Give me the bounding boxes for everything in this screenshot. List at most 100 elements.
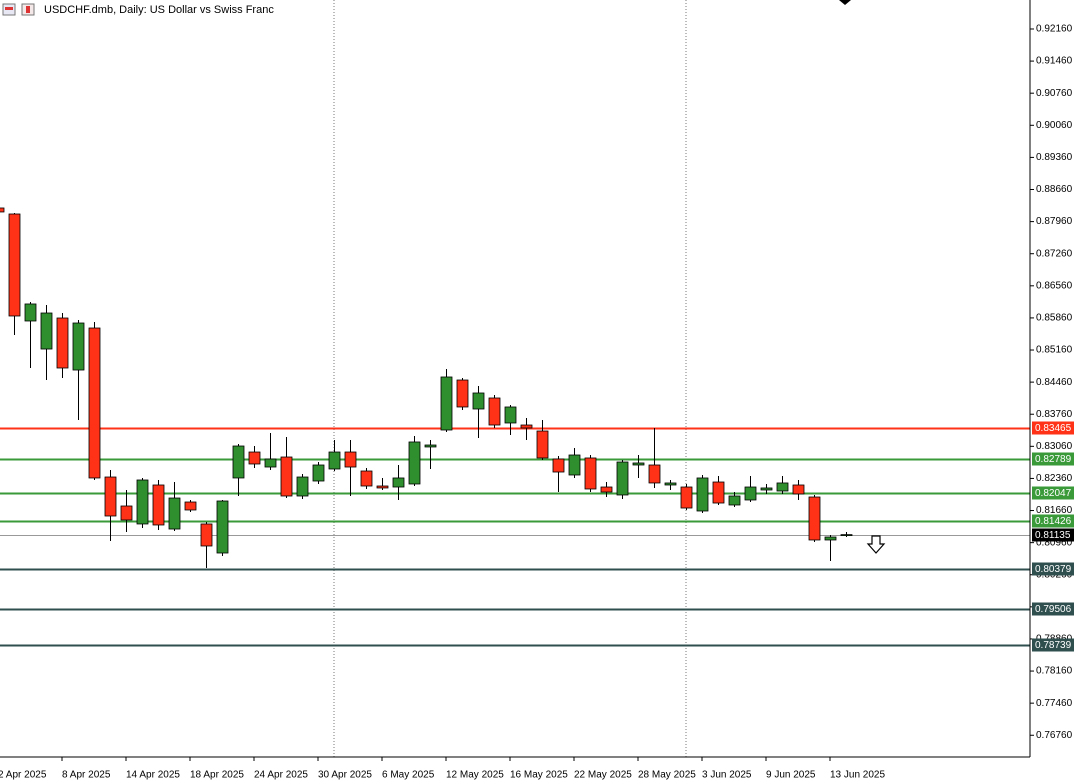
x-tick-label: 28 May 2025	[638, 770, 696, 781]
candle-body	[584, 457, 597, 490]
y-tick-label: 0.87260	[1036, 248, 1073, 259]
x-tick-label: 22 May 2025	[574, 770, 632, 781]
candle-body	[824, 536, 837, 541]
candle-body	[104, 476, 117, 517]
y-tick-label: 0.85160	[1036, 345, 1073, 356]
marker	[839, 0, 851, 5]
candle-body	[760, 487, 773, 491]
candle-body	[808, 496, 821, 541]
candle-body	[56, 317, 69, 369]
candle-body	[328, 451, 341, 470]
x-tick-label: 18 Apr 2025	[190, 770, 244, 781]
y-tick-label: 0.92160	[1036, 24, 1073, 35]
candle-body	[136, 479, 149, 525]
down-arrow	[866, 535, 886, 554]
level-label: 0.81426	[1035, 516, 1072, 527]
candle-body	[40, 312, 53, 350]
y-tick-label: 0.90760	[1036, 88, 1073, 99]
chart-title: USDCHF.dmb, Daily: US Dollar vs Swiss Fr…	[44, 4, 274, 16]
candle-body	[472, 392, 485, 410]
candle-body	[248, 451, 261, 465]
y-tick-label: 0.82360	[1036, 473, 1073, 484]
candle-body	[392, 477, 405, 488]
candle-body	[488, 397, 501, 426]
level-label: 0.82047	[1035, 488, 1072, 499]
level-label: 0.82789	[1035, 454, 1072, 465]
candle-body	[296, 476, 309, 497]
candle-body	[440, 376, 453, 431]
y-tick-label: 0.83060	[1036, 441, 1073, 452]
candle-body	[600, 486, 613, 493]
level-label-bg	[1032, 452, 1074, 466]
candle-body	[728, 495, 741, 506]
candle-body	[840, 534, 853, 537]
candle-body	[264, 458, 277, 468]
candle-body	[696, 477, 709, 512]
candle-body	[536, 430, 549, 459]
y-tick-label: 0.85860	[1036, 313, 1073, 324]
candle-body	[216, 500, 229, 554]
candle-body	[8, 213, 21, 317]
x-tick-label: 16 May 2025	[510, 770, 568, 781]
candle-body	[712, 481, 725, 504]
candle-body	[184, 501, 197, 511]
y-tick-label: 0.77460	[1036, 698, 1073, 709]
candle-body	[776, 482, 789, 492]
candle-body	[616, 461, 629, 496]
candle-body	[72, 322, 85, 371]
plot-area	[0, 207, 1030, 647]
candle-body	[632, 462, 645, 466]
y-tick-label: 0.90060	[1036, 120, 1073, 131]
candle-body	[168, 497, 181, 530]
candle-body	[24, 303, 37, 322]
candle-body	[0, 207, 5, 213]
x-tick-label: 30 Apr 2025	[318, 770, 372, 781]
candle-body	[568, 454, 581, 476]
candle-body	[88, 327, 101, 479]
candle-body	[120, 505, 133, 521]
candle-body	[424, 444, 437, 448]
candle-body	[680, 486, 693, 509]
candle-body	[792, 484, 805, 495]
y-tick-label: 0.87960	[1036, 216, 1073, 227]
y-tick-label: 0.78160	[1036, 666, 1073, 677]
axis-labels: 0.92160 0.91460 0.90760 0.90060 0.89360 0.886…	[0, 24, 1074, 781]
candle-body	[504, 406, 517, 424]
y-tick-label: 0.88660	[1036, 184, 1073, 195]
y-tick-label: 0.76760	[1036, 730, 1073, 741]
level-label: 0.79506	[1035, 604, 1072, 615]
x-tick-label: 8 Apr 2025	[62, 770, 111, 781]
y-tick-label: 0.80960	[1036, 537, 1073, 548]
candle-body	[648, 464, 661, 484]
level-label: 0.78739	[1035, 640, 1072, 651]
candle-body	[232, 445, 245, 479]
y-tick-label: 0.89360	[1036, 152, 1073, 163]
y-tick-label: 0.84460	[1036, 377, 1073, 388]
x-tick-label: 9 Jun 2025	[766, 770, 816, 781]
x-tick-label: 3 Jun 2025	[702, 770, 752, 781]
candle-body	[520, 424, 533, 429]
candle-body	[280, 456, 293, 497]
y-tick-label: 0.83760	[1036, 409, 1073, 420]
level-label-bg	[1032, 638, 1074, 652]
symbol-icon-flag	[26, 6, 30, 13]
candle-body	[408, 441, 421, 485]
candle-body	[152, 484, 165, 526]
x-tick-label: 24 Apr 2025	[254, 770, 308, 781]
candle-body	[552, 458, 565, 473]
current-price-bg	[1032, 528, 1074, 542]
level-label-bg	[1032, 421, 1074, 435]
x-tick-label: 14 Apr 2025	[126, 770, 180, 781]
level-label-bg	[1032, 514, 1074, 528]
x-tick-label: 2 Apr 2025	[0, 770, 47, 781]
level-label-bg	[1032, 562, 1074, 576]
candle-body	[664, 482, 677, 486]
level-label: 0.83465	[1035, 423, 1072, 434]
level-label-bg	[1032, 486, 1074, 500]
x-tick-label: 13 Jun 2025	[830, 770, 885, 781]
candle-body	[360, 470, 373, 487]
y-tick-label: 0.91460	[1036, 56, 1073, 67]
candle-body	[200, 523, 213, 547]
